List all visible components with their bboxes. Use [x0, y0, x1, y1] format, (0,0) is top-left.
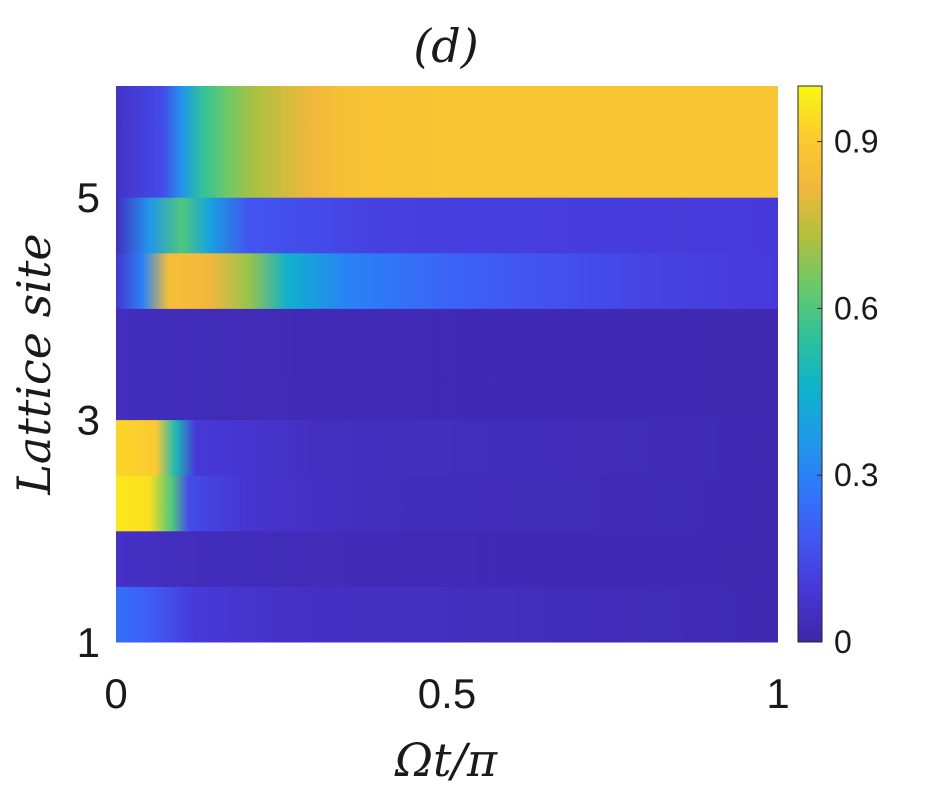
heatmap-band-site-1 [116, 586, 778, 643]
heatmap-band-site-2 [116, 530, 778, 587]
x-tick-label: 0.5 [418, 670, 476, 717]
y-tick-label: 5 [77, 174, 100, 221]
colorbar-tick-label: 0.6 [834, 290, 878, 326]
heatmap-band-site-4 [116, 308, 778, 421]
colorbar-tick-label: 0.9 [834, 124, 878, 160]
x-axis-label: Ωt/π [394, 733, 498, 787]
heatmap-plot [116, 86, 778, 643]
colorbar-tick-label: 0 [834, 624, 852, 660]
y-tick-label: 1 [77, 619, 100, 666]
colorbar-ticks: 0 0.3 0.6 0.9 [817, 124, 878, 660]
y-axis-label: Lattice site [7, 233, 61, 495]
heatmap-band-site-6 [116, 86, 778, 198]
y-tick-label: 3 [77, 397, 100, 444]
x-axis-ticks: 0 0.5 1 [104, 670, 789, 717]
x-tick-label: 0 [104, 670, 127, 717]
colorbar-tick-label: 0.3 [834, 457, 878, 493]
x-tick-label: 1 [766, 670, 789, 717]
heatmap-band-site-5 [116, 252, 778, 309]
chart-title: (d) [413, 19, 478, 73]
heatmap-band-site-5 [116, 197, 778, 254]
heatmap-band-site-3 [116, 419, 778, 476]
y-axis-ticks: 1 3 5 [77, 174, 100, 666]
heatmap-band-site-3 [116, 475, 778, 532]
colorbar [797, 85, 823, 643]
